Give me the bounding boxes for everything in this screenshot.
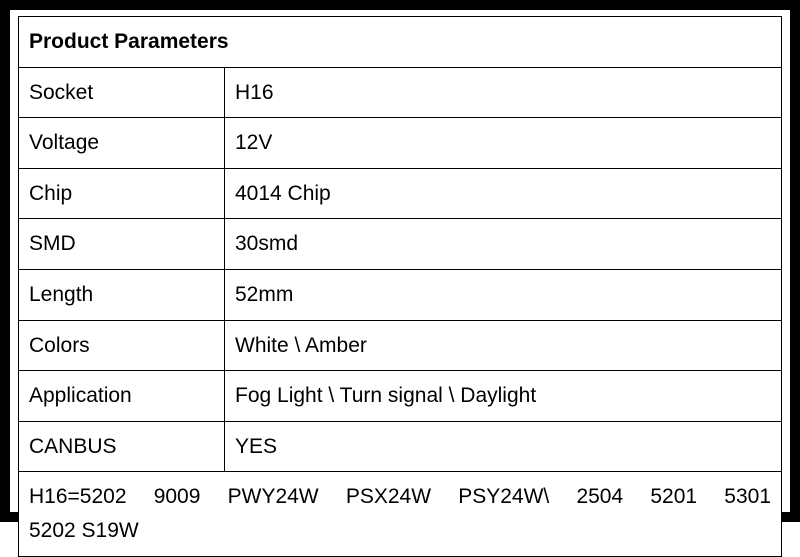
param-value: 12V bbox=[225, 118, 782, 169]
param-label: Socket bbox=[19, 67, 225, 118]
table-row: Application Fog Light \ Turn signal \ Da… bbox=[19, 371, 782, 422]
param-label: Length bbox=[19, 269, 225, 320]
table-row: SMD 30smd bbox=[19, 219, 782, 270]
product-parameters-frame: Product Parameters Socket H16 Voltage 12… bbox=[0, 0, 800, 522]
param-value: YES bbox=[225, 421, 782, 472]
param-label: Application bbox=[19, 371, 225, 422]
param-value: White \ Amber bbox=[225, 320, 782, 371]
param-value: H16 bbox=[225, 67, 782, 118]
footer-line2: 5202 S19W bbox=[29, 514, 771, 548]
param-value: 4014 Chip bbox=[225, 168, 782, 219]
param-label: Voltage bbox=[19, 118, 225, 169]
table-row: Chip 4014 Chip bbox=[19, 168, 782, 219]
table-row: CANBUS YES bbox=[19, 421, 782, 472]
table-header-row: Product Parameters bbox=[19, 17, 782, 68]
param-label: CANBUS bbox=[19, 421, 225, 472]
table-row: Socket H16 bbox=[19, 67, 782, 118]
param-value: 30smd bbox=[225, 219, 782, 270]
param-label: Colors bbox=[19, 320, 225, 371]
param-value: 52mm bbox=[225, 269, 782, 320]
param-label: SMD bbox=[19, 219, 225, 270]
table-title: Product Parameters bbox=[19, 17, 782, 68]
table-row: Colors White \ Amber bbox=[19, 320, 782, 371]
table-row: Voltage 12V bbox=[19, 118, 782, 169]
table-row: Length 52mm bbox=[19, 269, 782, 320]
param-value: Fog Light \ Turn signal \ Daylight bbox=[225, 371, 782, 422]
parameters-table: Product Parameters Socket H16 Voltage 12… bbox=[18, 16, 782, 557]
table-footer-row: H16=5202 9009 PWY24W PSX24W PSY24W\ 2504… bbox=[19, 472, 782, 556]
footer-note: H16=5202 9009 PWY24W PSX24W PSY24W\ 2504… bbox=[19, 472, 782, 556]
footer-line1: H16=5202 9009 PWY24W PSX24W PSY24W\ 2504… bbox=[29, 480, 771, 514]
param-label: Chip bbox=[19, 168, 225, 219]
